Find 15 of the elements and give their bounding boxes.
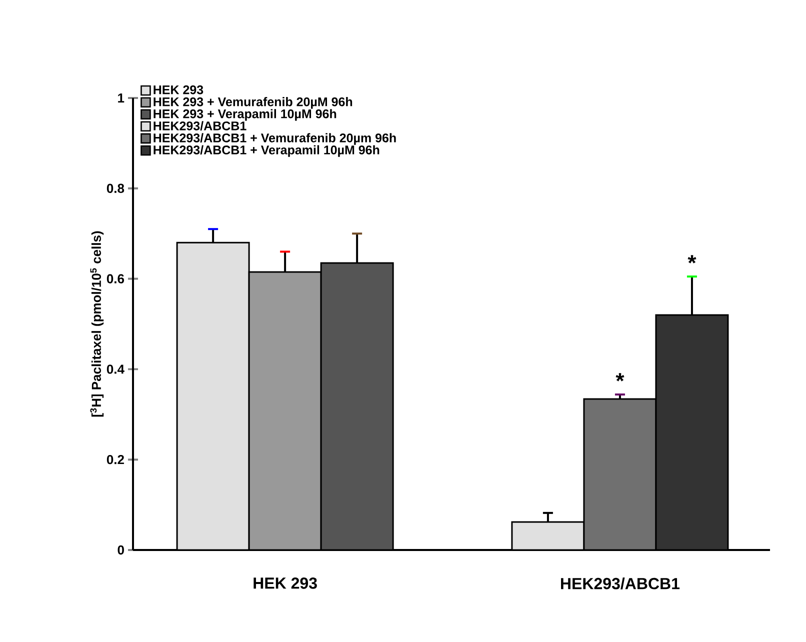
legend-label: HEK 293 + Verapamil 10µM 96h — [154, 109, 336, 121]
annotation: * — [688, 255, 696, 264]
y-axis-title: [$^{3}$H] Paclitaxel (pmol/10$^{5}$ cells) — [90, 231, 104, 417]
y-tick-label: 0.4 — [106, 364, 124, 374]
legend-label: HEK293/ABCB1 + Vemurafenib 20µm 96h — [154, 133, 396, 145]
legend-label: HEK293/ABCB1 — [154, 121, 246, 130]
legend-label: HEK293/ABCB1 + Verapamil 10µM 96h — [154, 145, 380, 157]
y-tick-label: 0 — [118, 545, 124, 555]
annotation: * — [616, 373, 624, 382]
y-tick-label: 1 — [118, 94, 124, 102]
y-tick-label: 0.6 — [106, 274, 124, 284]
y-tick-label: 0.2 — [106, 454, 124, 464]
legend-label: HEK 293 — [154, 85, 204, 94]
y-tick-label: 0.8 — [106, 184, 124, 193]
legend-label: HEK 293 + Vemurafenib 20µM 96h — [154, 97, 352, 109]
